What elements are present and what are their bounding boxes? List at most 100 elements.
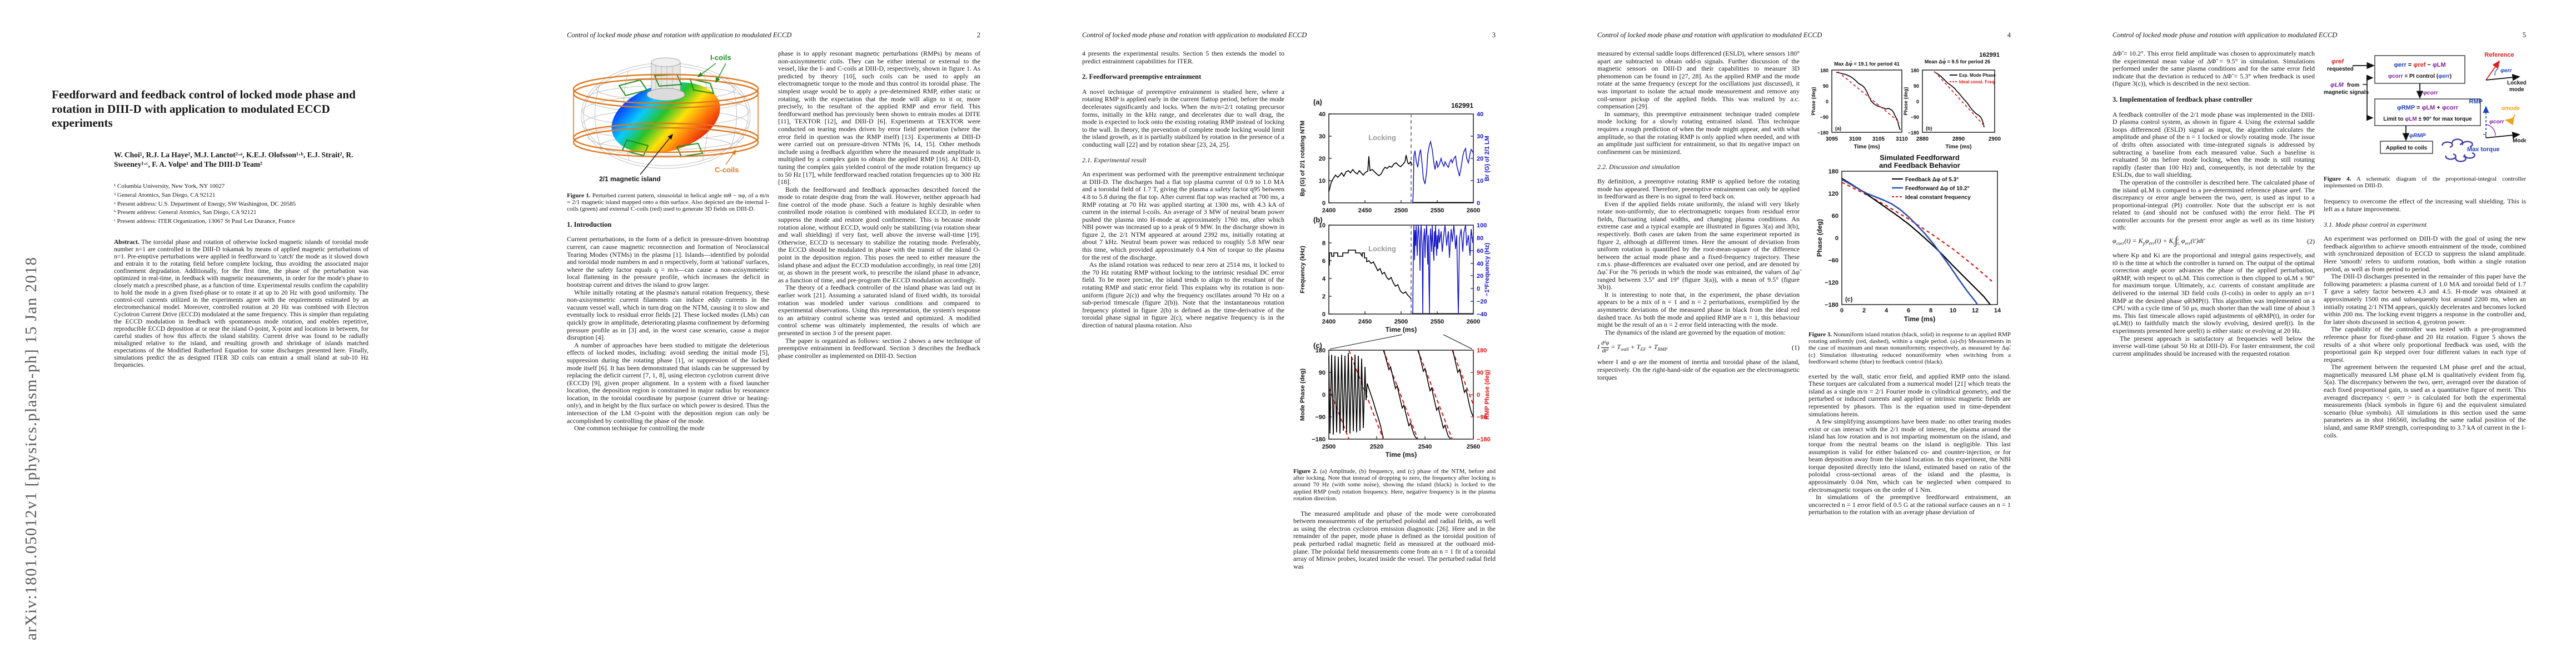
tick: 2560 — [1467, 444, 1480, 450]
page-3: Control of locked mode phase and rotatio… — [1030, 0, 1546, 667]
panel-a-box — [1328, 113, 1474, 203]
tick: 180 — [1477, 347, 1487, 354]
phi-lm-input: φLM — [2330, 82, 2344, 88]
panel-a-ylabel-left: Bp (G) of 2/1 rotating NTM — [1299, 121, 1306, 196]
panel-b-label: (b) — [1926, 126, 1932, 131]
tick: 60 — [1477, 248, 1483, 255]
svg-text:Ideal constant frequency: Ideal constant frequency — [1905, 195, 1971, 201]
affiliation: ¹ Columbia University, New York, NY 1002… — [114, 183, 225, 190]
panel-a-title: Max Δφ̃ = 19.1 for period 41 — [1834, 61, 1900, 67]
phi-err-label: φerr — [2500, 68, 2512, 74]
tick: 2600 — [1467, 318, 1480, 325]
section-2-heading: 2. Feedforward preemptive entrainment — [1082, 73, 1202, 81]
shot-number: 162991 — [1451, 102, 1473, 109]
header-title: Control of locked mode phase and rotatio… — [1082, 31, 1307, 39]
tick: 6 — [1907, 307, 1910, 314]
mode-label: Mode — [2513, 138, 2526, 144]
paragraph: The capability of the controller was tes… — [2324, 325, 2526, 364]
phi-corr-arc — [2485, 124, 2496, 136]
abstract: Abstract. The toroidal phase and rotatio… — [114, 239, 368, 369]
right-angle-mark — [2483, 134, 2487, 137]
tick: −180 — [1477, 436, 1491, 443]
rmp-label: RMP — [2469, 98, 2483, 105]
feedback-curve — [1841, 178, 1991, 305]
tick: 90 — [1319, 370, 1326, 376]
paragraph: The present approach is satisfactory at … — [2112, 334, 2315, 357]
phi-ref-input: φref — [2331, 58, 2344, 65]
tick: 20 — [1477, 273, 1483, 280]
limit-note: Limit to φLM ± 90° for max torque — [2383, 116, 2472, 122]
paragraph: measured by external saddle loops differ… — [1597, 49, 1800, 111]
panel-a-xlabel: Time (ms) — [1853, 144, 1880, 150]
panel-b-label: (b) — [1313, 216, 1323, 224]
affiliation: ᵃ Present address: U.S. Department of En… — [114, 200, 296, 207]
tick: −40 — [1477, 311, 1487, 318]
alpha-mode-arc — [2505, 114, 2515, 126]
locked-mode-label-2: mode — [2509, 87, 2524, 93]
panel-a-label: (a) — [1313, 98, 1322, 106]
tick: 90 — [1477, 370, 1483, 376]
panel-b-title: Mean Δφ̃ = 9.5 for period 26 — [1925, 58, 1990, 64]
panel-c-title-1: Simulated Feedforward — [1880, 153, 1960, 162]
tick: 180 — [1911, 68, 1919, 73]
svg-text:Feedback Δφ of 5.3°: Feedback Δφ of 5.3° — [1905, 177, 1959, 183]
locking-label-a: Locking — [1368, 133, 1396, 142]
panel-c-label: (c) — [1845, 296, 1853, 303]
tick: 3100 — [1849, 136, 1862, 142]
tick: −180 — [1825, 302, 1838, 308]
tick: 14 — [1994, 307, 2001, 314]
phi-lm-branch — [2366, 84, 2374, 121]
panel-a-ylabel-right: Br (G) of 2/1 LM — [1484, 136, 1491, 181]
panel-c-title-2: and Feedback Behavior — [1879, 161, 1960, 170]
panel-b-xlabel: Time (ms) — [1945, 144, 1971, 150]
tick: 30 — [1477, 133, 1483, 140]
ideal-constant-frequency — [1841, 182, 1992, 282]
page-1: arXiv:1801.05012v1 [physics.plasm-ph] 15… — [0, 0, 515, 667]
locked-mode-vector — [2485, 73, 2520, 81]
header-title: Control of locked mode phase and rotatio… — [567, 31, 792, 39]
phi-lm-arrow — [2363, 74, 2374, 85]
panel-c-right-ticks — [1471, 350, 1473, 440]
page-5: Control of locked mode phase and rotatio… — [2061, 0, 2576, 667]
ideal-phase-a — [1837, 71, 1901, 123]
tick: 180 — [1820, 68, 1828, 73]
c-coils — [572, 73, 759, 158]
paragraph: The theory of a feedback controller of t… — [778, 283, 980, 337]
tick: 2450 — [1358, 207, 1372, 214]
figure-3-plots: 162991 Max Δφ̃ = 19.1 for period 41 Mean… — [1811, 52, 2001, 323]
tick: 8 — [1322, 240, 1326, 247]
equation-2-number: (2) — [2307, 237, 2315, 246]
page-number: 4 — [2007, 31, 2011, 39]
panel-c-xlabel: Time (ms) — [1386, 451, 1417, 459]
panel-b-ylabel-left: Frequency (kHz) — [1299, 246, 1306, 293]
affiliation: ᶜ Present address: ITER Organization, 13… — [114, 218, 295, 225]
panel-b-ticks — [1328, 225, 1474, 315]
panel-c-label: (c) — [1313, 341, 1322, 350]
arxiv-stamp: arXiv:1801.05012v1 [physics.plasm-ph] 15… — [22, 256, 40, 641]
tick: −180 — [1312, 436, 1326, 443]
paragraph: By definition, a preemptive rotating RMP… — [1597, 177, 1800, 201]
paragraph: phase is to apply resonant magnetic pert… — [778, 49, 980, 186]
author-list: W. Choi¹, R.J. La Haye², M.J. Lanctot²·ᵃ… — [114, 151, 353, 168]
mode-vector — [2485, 131, 2520, 139]
tick: 40 — [1477, 111, 1483, 118]
figure-4-diagram: φref requested φLM from magnetic signals… — [2324, 52, 2528, 162]
panel-b-xlabel: Time (ms) — [1386, 326, 1417, 334]
panel-a-box — [1831, 69, 1902, 133]
panel-a-ylabel: Phase (deg) — [1811, 87, 1816, 115]
paragraph: An experiment was performed on DIII-D wi… — [2324, 235, 2526, 273]
page-2: Control of locked mode phase and rotatio… — [515, 0, 1030, 667]
i-coils-arrow-2 — [715, 63, 726, 83]
tick: 20 — [1477, 156, 1483, 162]
right-column: 162991 Max Δφ̃ = 19.1 for period 41 Mean… — [1808, 50, 2011, 516]
c-coils-arrow — [725, 149, 736, 165]
mode-phase-curve — [1328, 350, 1474, 439]
tick: −90 — [1315, 414, 1326, 421]
paragraph: Current perturbations, in the form of a … — [567, 235, 769, 288]
tick: 0 — [1835, 235, 1838, 242]
paragraph: An experiment was performed with the pre… — [1082, 170, 1284, 261]
panel-b-ylabel: Phase (deg) — [1903, 87, 1909, 115]
panel-c-box — [1841, 171, 1998, 305]
tick: 0 — [1826, 99, 1828, 104]
